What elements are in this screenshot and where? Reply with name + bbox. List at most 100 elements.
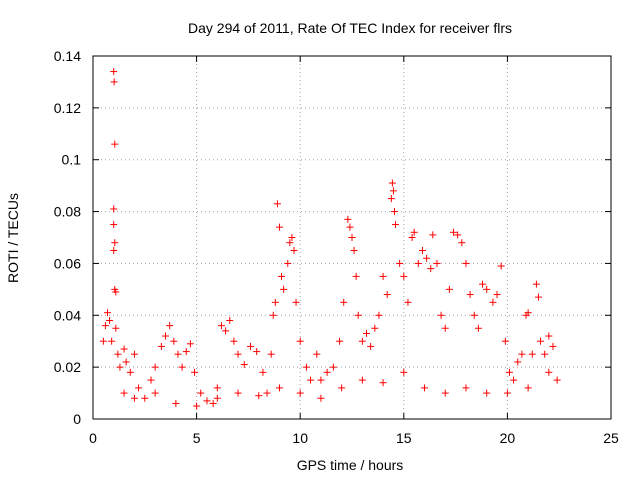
data-point [273,200,281,208]
data-point [354,311,362,319]
data-point [388,179,396,187]
data-point [458,239,466,247]
data-point [280,285,288,293]
data-point [217,322,225,330]
data-point [404,298,412,306]
y-tick-label: 0.14 [54,48,81,64]
data-point [414,259,422,267]
data-point [470,311,478,319]
data-point [524,309,532,317]
data-point [350,246,358,254]
data-point [400,272,408,280]
data-point [389,187,397,195]
data-point [358,376,366,384]
x-tick-label: 5 [193,430,201,446]
data-point [110,221,118,229]
data-point [226,316,234,324]
data-point [505,368,513,376]
data-point [534,293,542,301]
y-axis-title: ROTI / TECUs [5,193,21,283]
data-point [267,350,275,358]
data-point [112,288,120,296]
data-point [323,368,331,376]
data-point [317,376,325,384]
data-point [203,397,211,405]
grid-layer [93,56,611,419]
data-point [99,337,107,345]
data-point [182,348,190,356]
data-point [462,259,470,267]
data-point [269,311,277,319]
data-point [346,223,354,231]
data-point [392,221,400,229]
data-point [147,376,155,384]
data-point [437,311,445,319]
data-point [170,337,178,345]
data-point [396,259,404,267]
data-point [429,231,437,239]
data-point [288,234,296,241]
y-tick-label: 0.08 [54,204,81,220]
data-point [246,342,254,350]
data-point [292,298,300,306]
data-point [462,384,470,392]
data-point [553,376,561,384]
data-point [518,350,526,358]
data-point [483,285,491,293]
plot-frame [92,55,612,420]
data-point [197,389,205,397]
data-point [162,332,170,340]
data-point [278,272,286,280]
data-point [172,399,180,407]
data-point [151,389,159,397]
data-point [514,358,522,366]
data-point [186,340,194,348]
data-point [427,265,435,273]
y-tick-label: 0 [73,411,81,427]
data-point [493,291,501,299]
data-point [501,337,509,345]
data-point [230,337,238,345]
x-axis-title: GPS time / hours [297,457,404,473]
data-point [537,337,545,345]
data-point [421,384,429,392]
data-point [375,311,383,319]
data-point [340,298,348,306]
data-point [400,368,408,376]
data-points-layer [99,68,561,410]
axis-layer: 0 0.02 0.04 0.06 0.08 0.1 0.12 0.14 0 5 10 15 20 25 [54,48,619,446]
data-point [423,254,431,262]
y-tick-label: 0.06 [54,255,81,271]
data-point [510,376,518,384]
data-point [338,384,346,392]
data-point [116,363,124,371]
data-point [483,389,491,397]
data-point [122,358,130,366]
data-point [101,322,109,330]
data-point [120,389,128,397]
data-point [307,376,315,384]
data-point [454,231,462,239]
data-point [497,262,505,270]
data-point [363,329,371,337]
data-point [120,345,128,353]
data-point [336,337,344,345]
data-point [166,322,174,330]
data-point [317,394,325,402]
data-point [286,239,294,247]
data-point [112,324,120,332]
data-point [275,384,283,392]
data-point [135,384,143,392]
data-point [240,361,248,369]
data-point [213,394,221,402]
data-point [445,285,453,293]
data-point [313,350,321,358]
data-point [110,205,118,213]
data-point [390,208,398,216]
data-point [549,342,557,350]
data-point [296,337,304,345]
data-point [284,259,292,267]
data-point [234,389,242,397]
data-point [290,246,298,254]
